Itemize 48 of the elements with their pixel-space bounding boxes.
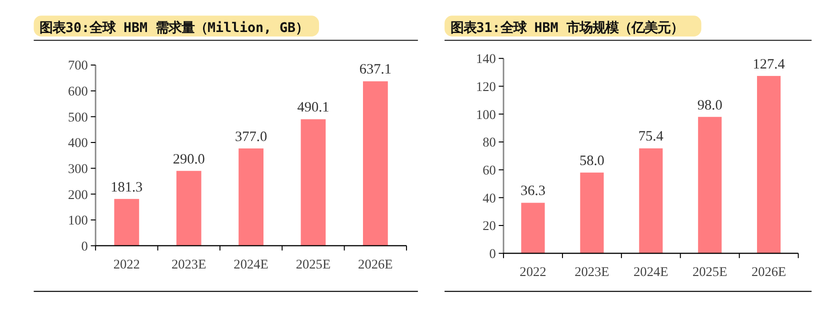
y-tick-label: 300 xyxy=(68,160,88,176)
chart-title: 图表30:全球 HBM 需求量（Million, GB） xyxy=(39,20,309,36)
x-tick-label: 2025E xyxy=(692,264,728,280)
y-tick-label: 600 xyxy=(68,84,88,99)
x-tick-label: 2023E xyxy=(574,264,610,280)
y-tick-label: 200 xyxy=(68,186,88,202)
x-tick-label: 2026E xyxy=(358,256,393,272)
x-tick-label: 2024E xyxy=(634,264,668,280)
data-label: 58.0 xyxy=(579,152,604,169)
bar xyxy=(362,81,388,246)
bar xyxy=(238,148,264,246)
x-tick-label: 2022 xyxy=(520,264,546,280)
y-tick-label: 700 xyxy=(68,58,88,73)
data-label: 98.0 xyxy=(697,97,722,114)
data-label: 377.0 xyxy=(235,128,268,145)
bar xyxy=(521,202,545,254)
y-tick-label: 40 xyxy=(482,190,496,206)
data-label: 637.1 xyxy=(359,62,392,78)
bar xyxy=(757,76,781,254)
y-tick-label: 500 xyxy=(68,109,88,124)
y-tick-label: 400 xyxy=(68,135,88,150)
x-tick-label: 2025E xyxy=(296,256,331,272)
data-label: 36.3 xyxy=(520,183,546,200)
data-label: 75.4 xyxy=(638,128,664,145)
y-tick-label: 0 xyxy=(81,238,88,254)
y-tick-label: 60 xyxy=(482,162,496,178)
y-tick-label: 100 xyxy=(476,106,496,122)
y-tick-label: 140 xyxy=(476,51,496,66)
data-label: 181.3 xyxy=(110,179,143,196)
data-label: 290.0 xyxy=(172,151,205,168)
chart-title: 图表31:全球 HBM 市场规模（亿美元） xyxy=(450,20,684,36)
bar xyxy=(114,198,140,246)
bar xyxy=(580,172,604,254)
bar xyxy=(698,116,722,254)
data-label: 490.1 xyxy=(297,100,330,116)
y-tick-label: 0 xyxy=(489,246,496,261)
y-tick-label: 80 xyxy=(482,134,496,150)
y-tick-label: 20 xyxy=(482,218,496,234)
y-tick-label: 120 xyxy=(476,78,496,94)
x-tick-label: 2023E xyxy=(171,256,206,272)
bar xyxy=(176,170,202,246)
x-tick-label: 2024E xyxy=(234,256,268,272)
x-tick-label: 2022 xyxy=(113,256,140,272)
bar xyxy=(639,148,663,254)
bar xyxy=(300,119,326,246)
x-tick-label: 2026E xyxy=(751,264,786,280)
data-label: 127.4 xyxy=(752,56,785,72)
y-tick-label: 100 xyxy=(68,212,88,228)
